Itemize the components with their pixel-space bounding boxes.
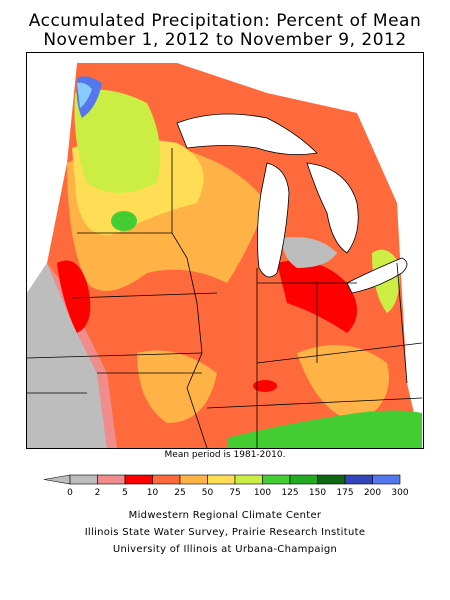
- lake-erie: [346, 257, 408, 294]
- legend-swatch: [152, 474, 181, 485]
- legend-swatch: [69, 474, 98, 485]
- legend-tick-label: 25: [174, 488, 185, 498]
- state-boundaries: [27, 148, 423, 448]
- credit-line-1: Midwestern Regional Climate Center: [128, 510, 322, 521]
- legend-swatch: [179, 474, 208, 485]
- legend-tick-label: 300: [391, 488, 408, 498]
- legend-tick-label: 2: [95, 488, 101, 498]
- legend-tick-label: 5: [122, 488, 128, 498]
- map-title-line-1: Accumulated Precipitation: Percent of Me…: [28, 11, 422, 31]
- map-title-line-2: November 1, 2012 to November 9, 2012: [43, 30, 407, 50]
- legend-tick-label: 200: [364, 488, 381, 498]
- legend-swatch: [289, 474, 318, 485]
- legend-arrow: [43, 474, 71, 485]
- legend-scale: 0 2 5 10 25 50 75 100 125 150 175 200 300: [43, 474, 409, 498]
- legend-tick-label: 125: [281, 488, 298, 498]
- legend-swatch: [262, 474, 291, 485]
- credit-line-2: Illinois State Water Survey, Prairie Res…: [84, 527, 366, 538]
- color-legend: 0 2 5 10 25 50 75 100 125 150 175 200 300: [40, 473, 420, 503]
- legend-swatch: [317, 474, 346, 485]
- legend-swatch: [207, 474, 236, 485]
- legend-swatch: [344, 474, 373, 485]
- pink-west-band: [47, 263, 117, 448]
- legend-tick-label: 10: [147, 488, 159, 498]
- gray-zone-michigan: [282, 237, 337, 268]
- legend-swatch: [234, 474, 263, 485]
- mean-period-note: Mean period is 1981-2010.: [164, 450, 286, 460]
- red-zone-west: [57, 260, 91, 333]
- red-spot-south: [253, 380, 277, 392]
- green-strip-south: [227, 410, 422, 448]
- lake-superior: [176, 113, 318, 156]
- legend-tick-label: 150: [309, 488, 326, 498]
- lime-zone-north: [74, 89, 161, 193]
- orange-zone-southeast: [297, 345, 389, 423]
- legend-swatch: [372, 474, 401, 485]
- legend-swatch: [124, 474, 153, 485]
- gray-west-region: [27, 263, 107, 448]
- light-blue-corner: [77, 82, 92, 108]
- credit-line-3: University of Illinois at Urbana-Champai…: [112, 544, 338, 555]
- map-canvas: [27, 63, 423, 448]
- lake-huron: [306, 162, 359, 254]
- legend-tick-label: 50: [202, 488, 214, 498]
- legend-tick-label: 75: [229, 488, 240, 498]
- green-spot-minnesota: [111, 211, 137, 231]
- legend-tick-label: 175: [336, 488, 353, 498]
- lake-michigan: [257, 162, 290, 278]
- orange-zone-south: [137, 350, 217, 423]
- precipitation-map: [26, 52, 424, 449]
- legend-tick-label: 0: [67, 488, 73, 498]
- legend-swatch: [97, 474, 126, 485]
- legend-tick-label: 100: [254, 488, 271, 498]
